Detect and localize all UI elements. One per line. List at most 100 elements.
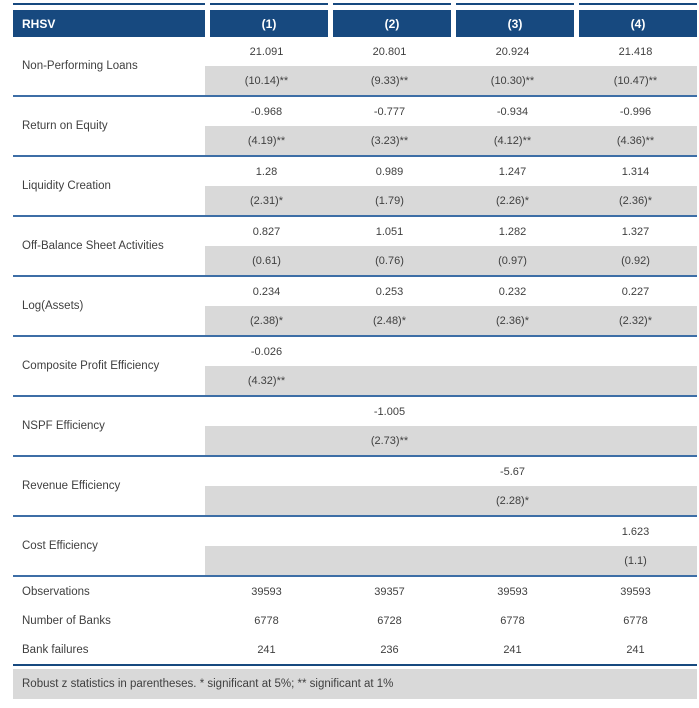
coefficient-cell: [205, 397, 328, 426]
row-label: Non-Performing Loans: [22, 60, 138, 72]
group-separator: [13, 455, 697, 457]
row-label: Off-Balance Sheet Activities: [22, 240, 164, 252]
stat-value: 39593: [251, 585, 282, 598]
coefficient-cell: [328, 337, 451, 366]
group-separator: [13, 95, 697, 97]
coefficient-cell: 0.253: [375, 285, 404, 298]
coefficient-cell: -0.934: [496, 105, 529, 118]
coefficient-cell: [328, 457, 451, 486]
z-statistic-cell: (2.48)*: [328, 306, 451, 335]
header-cell-model-3: (3): [456, 10, 574, 37]
z-statistic-cell: (1.1): [574, 546, 697, 575]
z-statistic-cell: [574, 426, 697, 455]
z-statistic-cell: [328, 486, 451, 515]
stat-value: 39593: [497, 585, 528, 598]
coefficient-cell: 20.924: [495, 45, 530, 58]
stat-row: Observations 39593 39357 39593 39593: [13, 577, 697, 606]
z-statistic-cell: (2.36)*: [451, 306, 574, 335]
z-statistic-cell: (10.47)**: [574, 66, 697, 95]
coefficient-cell: 1.282: [498, 225, 527, 238]
z-statistic-cell: [328, 546, 451, 575]
stat-label: Bank failures: [22, 643, 89, 656]
variable-group: Return on Equity -0.968 -0.777 -0.934 -0.996…: [13, 97, 697, 155]
coefficient-cell: 1.247: [498, 165, 527, 178]
z-statistic-cell: [328, 366, 451, 395]
z-statistic-cell: [451, 366, 574, 395]
group-separator: [13, 335, 697, 337]
variable-group: Off-Balance Sheet Activities 0.827 1.051 1.…: [13, 217, 697, 275]
z-statistic-cell: [205, 486, 328, 515]
z-statistic-cell: (4.32)**: [205, 366, 328, 395]
top-border-segment: [13, 3, 205, 5]
header-cell-model-2: (2): [333, 10, 451, 37]
stat-value: 6728: [377, 614, 402, 627]
stat-label: Observations: [22, 585, 90, 598]
coefficient-cell: 0.827: [252, 225, 281, 238]
z-statistic-cell: (1.79): [328, 186, 451, 215]
z-statistic-cell: (0.92): [574, 246, 697, 275]
variable-group: NSPF Efficiency -1.005 (2.73)**: [13, 397, 697, 455]
coefficient-cell: -0.777: [373, 105, 406, 118]
stat-value: 241: [257, 643, 276, 656]
row-label: Cost Efficiency: [22, 540, 98, 552]
row-label: NSPF Efficiency: [22, 420, 105, 432]
z-statistic-cell: (2.73)**: [328, 426, 451, 455]
z-statistic-cell: (2.32)*: [574, 306, 697, 335]
group-separator: [13, 215, 697, 217]
group-separator: [13, 515, 697, 517]
variable-group: Revenue Efficiency -5.67 (2.28)*: [13, 457, 697, 515]
header-cell-rhsv: RHSV: [13, 10, 205, 37]
z-statistic-cell: (2.31)*: [205, 186, 328, 215]
stat-value: 241: [626, 643, 645, 656]
regression-results-table: RHSV (1) (2) (3) (4) Non-Performing Loan…: [13, 3, 697, 699]
group-separator: [13, 395, 697, 397]
coefficient-cell: 20.801: [372, 45, 407, 58]
stat-value: 236: [380, 643, 399, 656]
top-border-segment: [210, 3, 328, 5]
row-label: Revenue Efficiency: [22, 480, 121, 492]
variable-group: Cost Efficiency 1.623 (1.1): [13, 517, 697, 575]
z-statistic-cell: [574, 366, 697, 395]
z-statistic-cell: (2.26)*: [451, 186, 574, 215]
coefficient-cell: [574, 397, 697, 426]
z-statistic-cell: (4.36)**: [574, 126, 697, 155]
variable-group: Non-Performing Loans 21.091 20.801 20.924 21…: [13, 37, 697, 95]
coefficient-cell: [574, 337, 697, 366]
coefficient-cell: -5.67: [499, 465, 526, 478]
group-separator: [13, 275, 697, 277]
coefficient-cell: [451, 397, 574, 426]
coefficient-cell: [205, 457, 328, 486]
coefficient-cell: 0.989: [375, 165, 404, 178]
stat-value: 6778: [623, 614, 648, 627]
z-statistic-cell: (4.19)**: [205, 126, 328, 155]
row-label: Liquidity Creation: [22, 180, 111, 192]
stat-row: Number of Banks 6778 6728 6778 6778: [13, 606, 697, 635]
stat-value: 241: [503, 643, 522, 656]
table-top-border: [13, 3, 697, 5]
group-separator: [13, 575, 697, 577]
z-statistic-cell: (2.38)*: [205, 306, 328, 335]
z-statistic-cell: (10.14)**: [205, 66, 328, 95]
z-statistic-cell: [451, 426, 574, 455]
header-cell-model-4: (4): [579, 10, 697, 37]
coefficient-cell: 1.327: [621, 225, 650, 238]
top-border-segment: [456, 3, 574, 5]
z-statistic-cell: (3.23)**: [328, 126, 451, 155]
coefficient-cell: -0.996: [619, 105, 652, 118]
stat-value: 39593: [620, 585, 651, 598]
z-statistic-cell: (0.76): [328, 246, 451, 275]
coefficient-cell: 21.091: [249, 45, 284, 58]
z-statistic-cell: [205, 546, 328, 575]
coefficient-cell: [451, 517, 574, 546]
z-statistic-cell: [205, 426, 328, 455]
z-statistic-cell: (9.33)**: [328, 66, 451, 95]
variable-groups: Non-Performing Loans 21.091 20.801 20.924 21…: [13, 37, 697, 577]
table-header-row: RHSV (1) (2) (3) (4): [13, 10, 697, 37]
stat-value: 6778: [254, 614, 279, 627]
coefficient-cell: -1.005: [373, 405, 406, 418]
stat-row: Bank failures 241 236 241 241: [13, 635, 697, 664]
summary-stats: Observations 39593 39357 39593 39593 Number o…: [13, 577, 697, 664]
header-cell-model-1: (1): [210, 10, 328, 37]
stat-value: 39357: [374, 585, 405, 598]
coefficient-cell: [574, 457, 697, 486]
